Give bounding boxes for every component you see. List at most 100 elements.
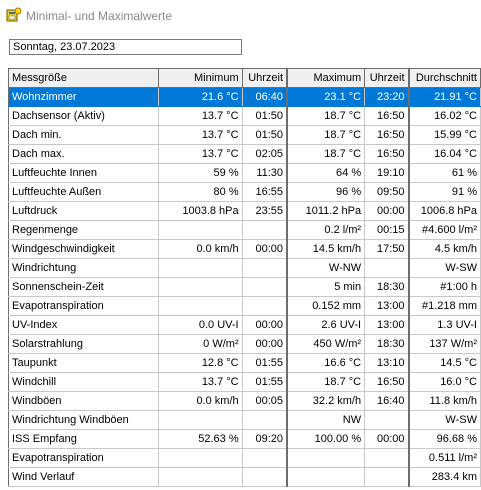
cell-average: #4.600 l/m² [408,220,481,240]
cell-average: 0.511 l/m² [408,448,481,468]
cell-min-time [242,410,289,430]
cell-max-time: 18:30 [364,277,410,297]
cell-min-time: 06:40 [242,87,289,107]
cell-min-time: 23:55 [242,201,289,221]
cell-max-time [364,258,410,278]
table-header-row: Messgröße Minimum Uhrzeit Maximum Uhrzei… [8,68,481,88]
cell-average: 1006.8 hPa [408,201,481,221]
cell-maximum: 32.2 km/h [287,391,366,411]
table-row[interactable]: Windrichtung W-NW W-SW [8,258,481,278]
table-row[interactable]: Regenmenge 0.2 l/m² 00:15 #4.600 l/m² [8,220,481,240]
table-row[interactable]: Dach min. 13.7 °C 01:50 18.7 °C 16:50 15.99 °… [8,125,481,145]
cell-max-time [364,448,410,468]
cell-average: 15.99 °C [408,125,481,145]
cell-measurement: ISS Empfang [8,429,160,449]
cell-measurement: Luftdruck [8,201,160,221]
table-body: Wohnzimmer 21.6 °C 06:40 23.1 °C 23:20 21.91 … [8,87,481,487]
cell-average: 16.04 °C [408,144,481,164]
date-field[interactable]: Sonntag, 23.07.2023 [9,39,242,55]
cell-minimum [158,296,243,316]
header-min-time[interactable]: Uhrzeit [242,68,289,88]
cell-measurement: Taupunkt [8,353,160,373]
cell-minimum: 59 % [158,163,243,183]
table-row[interactable]: Luftfeuchte Innen 59 % 11:30 64 % 19:10 61 % [8,163,481,183]
table-row[interactable]: Taupunkt 12.8 °C 01:55 16.6 °C 13:10 14.5 °C [8,353,481,373]
cell-max-time [364,410,410,430]
cell-minimum: 13.7 °C [158,125,243,145]
cell-maximum: 100.00 % [287,429,366,449]
cell-min-time [242,467,289,487]
cell-measurement: Wohnzimmer [8,87,160,107]
window-title: Minimal- und Maximalwerte [26,9,173,23]
table-row[interactable]: Dach max. 13.7 °C 02:05 18.7 °C 16:50 16.04 °… [8,144,481,164]
cell-max-time: 00:15 [364,220,410,240]
cell-average: 137 W/m² [408,334,481,354]
cell-min-time: 09:20 [242,429,289,449]
cell-measurement: Evapotranspiration [8,296,160,316]
cell-maximum: 450 W/m² [287,334,366,354]
cell-average: 4.5 km/h [408,239,481,259]
table-row[interactable]: Windgeschwindigkeit 0.0 km/h 00:00 14.5 km/… [8,239,481,259]
header-max-time[interactable]: Uhrzeit [364,68,410,88]
cell-max-time: 16:50 [364,106,410,126]
header-measurement[interactable]: Messgröße [8,68,160,88]
cell-minimum [158,467,243,487]
cell-maximum [287,448,366,468]
cell-measurement: Windgeschwindigkeit [8,239,160,259]
cell-minimum: 12.8 °C [158,353,243,373]
cell-measurement: Dach min. [8,125,160,145]
cell-max-time: 18:30 [364,334,410,354]
cell-min-time: 01:55 [242,372,289,392]
cell-minimum [158,410,243,430]
cell-measurement: Dachsensor (Aktiv) [8,106,160,126]
cell-measurement: Solarstrahlung [8,334,160,354]
table-row[interactable]: Evapotranspiration 0.511 l/m² [8,448,481,468]
cell-minimum: 0.0 km/h [158,239,243,259]
table-row[interactable]: Wind Verlauf 283.4 km [8,467,481,487]
cell-maximum: 1011.2 hPa [287,201,366,221]
header-average[interactable]: Durchschnitt [408,68,481,88]
cell-min-time: 11:30 [242,163,289,183]
cell-min-time [242,220,289,240]
cell-maximum: 0.152 mm [287,296,366,316]
cell-maximum: W-NW [287,258,366,278]
table-row[interactable]: Solarstrahlung 0 W/m² 00:00 450 W/m² 18:30 13… [8,334,481,354]
table-row[interactable]: Luftfeuchte Außen 80 % 16:55 96 % 09:50 91 % [8,182,481,202]
cell-max-time: 16:50 [364,144,410,164]
cell-min-time [242,448,289,468]
cell-min-time [242,296,289,316]
cell-average: 21.91 °C [408,87,481,107]
cell-maximum: 64 % [287,163,366,183]
cell-average: 1.3 UV-I [408,315,481,335]
cell-average: 96.68 % [408,429,481,449]
cell-minimum: 52.63 % [158,429,243,449]
cell-maximum: 18.7 °C [287,144,366,164]
cell-min-time: 00:05 [242,391,289,411]
header-minimum[interactable]: Minimum [158,68,243,88]
cell-measurement: Sonnenschein-Zeit [8,277,160,297]
cell-measurement: Regenmenge [8,220,160,240]
min-max-table: Messgröße Minimum Uhrzeit Maximum Uhrzei… [8,68,481,487]
cell-maximum: 18.7 °C [287,372,366,392]
table-row[interactable]: Wohnzimmer 21.6 °C 06:40 23.1 °C 23:20 21.91 … [8,87,481,107]
cell-maximum: 0.2 l/m² [287,220,366,240]
table-row[interactable]: Evapotranspiration 0.152 mm 13:00 #1.218 mm [8,296,481,316]
table-row[interactable]: Sonnenschein-Zeit 5 min 18:30 #1:00 h [8,277,481,297]
table-row[interactable]: Luftdruck 1003.8 hPa 23:55 1011.2 hPa 00:00 1… [8,201,481,221]
header-maximum[interactable]: Maximum [287,68,366,88]
cell-average: #1:00 h [408,277,481,297]
cell-minimum: 13.7 °C [158,106,243,126]
cell-minimum [158,220,243,240]
cell-average: 91 % [408,182,481,202]
cell-minimum: 13.7 °C [158,144,243,164]
cell-minimum: 13.7 °C [158,372,243,392]
table-row[interactable]: Windböen 0.0 km/h 00:05 32.2 km/h 16:40 11.8 … [8,391,481,411]
table-row[interactable]: Windrichtung Windböen NW W-SW [8,410,481,430]
table-row[interactable]: ISS Empfang 52.63 % 09:20 100.00 % 00:00 96.6… [8,429,481,449]
cell-maximum: 18.7 °C [287,125,366,145]
table-row[interactable]: Dachsensor (Aktiv) 13.7 °C 01:50 18.7 °C 16:… [8,106,481,126]
table-row[interactable]: Windchill 13.7 °C 01:55 18.7 °C 16:50 16.0 °C [8,372,481,392]
table-row[interactable]: UV-Index 0.0 UV-I 00:00 2.6 UV-I 13:00 1.3 UV… [8,315,481,335]
cell-min-time: 00:00 [242,315,289,335]
cell-min-time: 01:55 [242,353,289,373]
